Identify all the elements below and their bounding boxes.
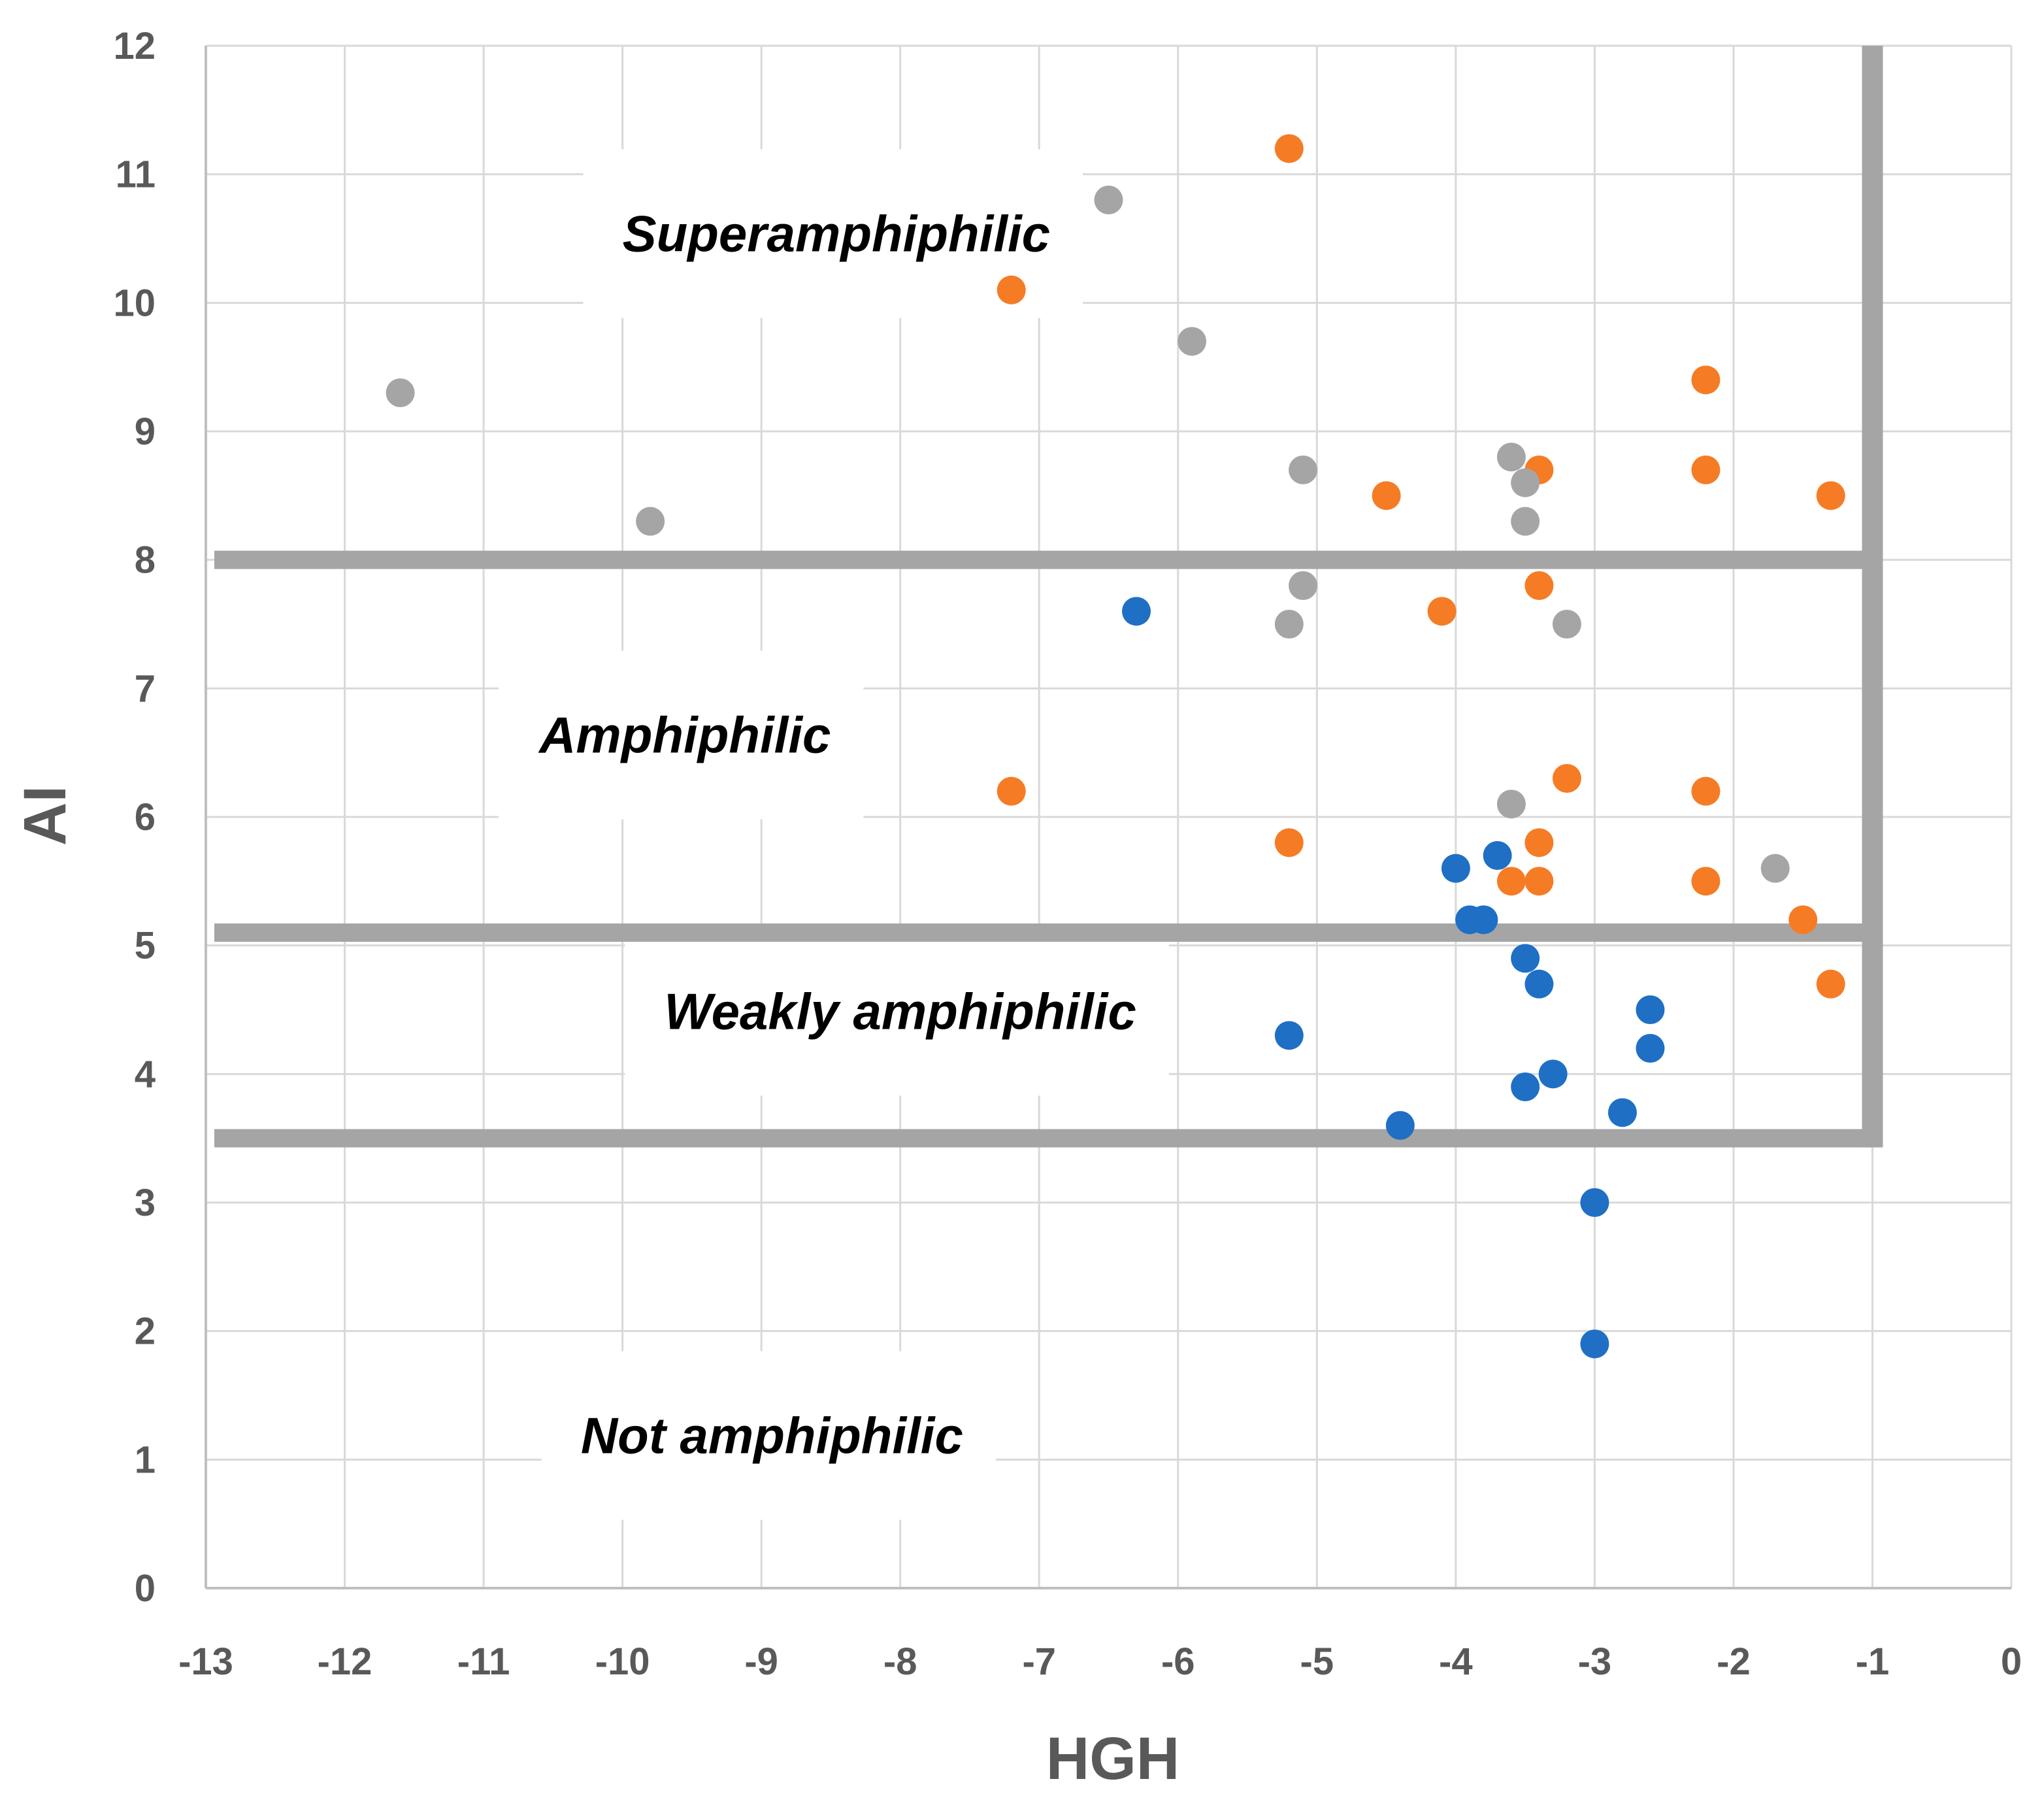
y-axis-title: AI xyxy=(12,786,78,846)
data-point-orange xyxy=(1691,776,1721,806)
x-tick-label: 0 xyxy=(2001,1640,2022,1683)
region-label: Superamphiphilic xyxy=(623,205,1050,263)
y-tick-label: 0 xyxy=(135,1567,156,1610)
data-point-orange xyxy=(1274,828,1304,857)
x-tick-label: -12 xyxy=(318,1640,372,1683)
x-tick-label: -3 xyxy=(1578,1640,1612,1683)
data-point-blue xyxy=(1511,944,1540,973)
region-label: Not amphiphilic xyxy=(581,1407,963,1465)
data-point-gray xyxy=(1496,442,1526,472)
y-tick-label: 3 xyxy=(135,1182,156,1224)
data-point-gray xyxy=(1289,571,1318,600)
data-point-blue xyxy=(1274,1021,1304,1050)
grid xyxy=(205,44,2013,1589)
data-point-blue xyxy=(1483,841,1512,870)
region-label: Amphiphilic xyxy=(538,706,831,764)
data-point-gray xyxy=(1496,789,1526,819)
threshold-lines xyxy=(214,46,1883,1148)
y-tick-label: 2 xyxy=(135,1310,156,1353)
y-tick-label: 9 xyxy=(135,410,156,453)
data-point-gray xyxy=(1511,468,1540,497)
tick-labels: -13 -12 -11 -10 -9 -8 -7 -6 -5 -4 -3 -2 -1 0012345678… xyxy=(113,25,2022,1683)
data-point-blue xyxy=(1441,854,1470,883)
data-point-blue xyxy=(1385,1111,1415,1140)
data-point-orange xyxy=(1372,481,1401,510)
x-tick-label: -5 xyxy=(1300,1640,1334,1683)
data-point-orange xyxy=(1552,764,1581,793)
data-point-orange xyxy=(1525,828,1554,857)
region-label-background xyxy=(541,1351,996,1520)
region-labels: Superamphiphilic Amphiphilic Weakly amphip… xyxy=(538,205,1136,1465)
data-point-gray xyxy=(1511,507,1540,536)
data-point-gray xyxy=(1274,610,1304,639)
data-point-gray xyxy=(386,378,415,407)
data-point-blue xyxy=(1580,1329,1609,1359)
x-tick-label: -7 xyxy=(1022,1640,1056,1683)
data-point-blue xyxy=(1607,1098,1637,1127)
y-tick-label: 8 xyxy=(135,539,156,582)
data-point-orange xyxy=(997,776,1026,806)
data-point-blue xyxy=(1122,597,1151,626)
y-tick-label: 5 xyxy=(135,925,156,967)
x-tick-label: -6 xyxy=(1161,1640,1195,1683)
x-tick-label: -10 xyxy=(595,1640,650,1683)
data-point-blue xyxy=(1636,995,1665,1024)
y-tick-label: 6 xyxy=(135,796,156,839)
y-tick-label: 10 xyxy=(113,282,156,324)
x-tick-label: -8 xyxy=(883,1640,917,1683)
data-point-gray xyxy=(1552,610,1581,639)
data-point-orange xyxy=(997,275,1026,305)
x-tick-label: -1 xyxy=(1856,1640,1890,1683)
y-tick-label: 7 xyxy=(135,667,156,710)
data-point-orange xyxy=(1788,905,1818,935)
y-tick-label: 4 xyxy=(135,1053,156,1095)
data-point-blue xyxy=(1525,969,1554,999)
x-tick-label: -11 xyxy=(457,1640,510,1683)
data-point-blue xyxy=(1636,1034,1665,1063)
data-point-orange xyxy=(1816,481,1845,510)
data-point-gray xyxy=(1094,186,1123,214)
region-label-background xyxy=(499,650,864,820)
data-point-blue xyxy=(1538,1059,1568,1089)
data-point-orange xyxy=(1691,365,1721,395)
data-point-orange xyxy=(1525,571,1554,600)
y-tick-label: 11 xyxy=(116,154,156,196)
data-point-orange xyxy=(1525,867,1554,896)
data-point-gray xyxy=(636,507,665,536)
x-tick-label: -4 xyxy=(1439,1640,1473,1683)
data-point-orange xyxy=(1691,867,1721,896)
data-points xyxy=(386,134,1845,1359)
data-point-orange xyxy=(1427,597,1457,626)
data-point-blue xyxy=(1511,1072,1540,1101)
region-label: Weakly amphiphilic xyxy=(664,983,1136,1040)
data-point-blue xyxy=(1580,1188,1609,1217)
y-tick-label: 1 xyxy=(135,1438,156,1481)
data-point-gray xyxy=(1760,854,1790,883)
data-point-orange xyxy=(1816,969,1845,999)
data-point-gray xyxy=(1289,456,1318,484)
y-tick-label: 12 xyxy=(113,25,156,67)
x-tick-label: -2 xyxy=(1717,1640,1751,1683)
data-point-orange xyxy=(1274,134,1304,163)
region-label-backgrounds xyxy=(499,149,1169,1520)
data-point-gray xyxy=(1178,327,1207,356)
data-point-orange xyxy=(1691,456,1721,484)
region-label-background xyxy=(625,927,1169,1096)
data-point-blue xyxy=(1469,905,1498,935)
x-tick-label: -9 xyxy=(744,1640,778,1683)
x-tick-label: -13 xyxy=(178,1640,233,1683)
data-point-orange xyxy=(1496,867,1526,896)
x-axis-title: HGH xyxy=(1046,1725,1179,1792)
